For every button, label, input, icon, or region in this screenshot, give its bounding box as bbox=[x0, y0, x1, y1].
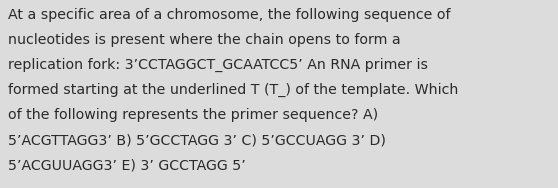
Text: 5’ACGUUAGG3’ E) 3’ GCCTAGG 5’: 5’ACGUUAGG3’ E) 3’ GCCTAGG 5’ bbox=[8, 159, 246, 173]
Text: of the following represents the primer sequence? A): of the following represents the primer s… bbox=[8, 108, 378, 122]
Text: At a specific area of a chromosome, the following sequence of: At a specific area of a chromosome, the … bbox=[8, 8, 451, 21]
Text: nucleotides is present where the chain opens to form a: nucleotides is present where the chain o… bbox=[8, 33, 401, 47]
Text: formed starting at the underlined T (T_) of the template. Which: formed starting at the underlined T (T_)… bbox=[8, 83, 459, 97]
Text: 5’ACGTTAGG3’ B) 5’GCCTAGG 3’ C) 5’GCCUAGG 3’ D): 5’ACGTTAGG3’ B) 5’GCCTAGG 3’ C) 5’GCCUAG… bbox=[8, 133, 386, 147]
Text: replication fork: 3’CCTAGGCT_GCAATCC5’ An RNA primer is: replication fork: 3’CCTAGGCT_GCAATCC5’ A… bbox=[8, 58, 429, 72]
